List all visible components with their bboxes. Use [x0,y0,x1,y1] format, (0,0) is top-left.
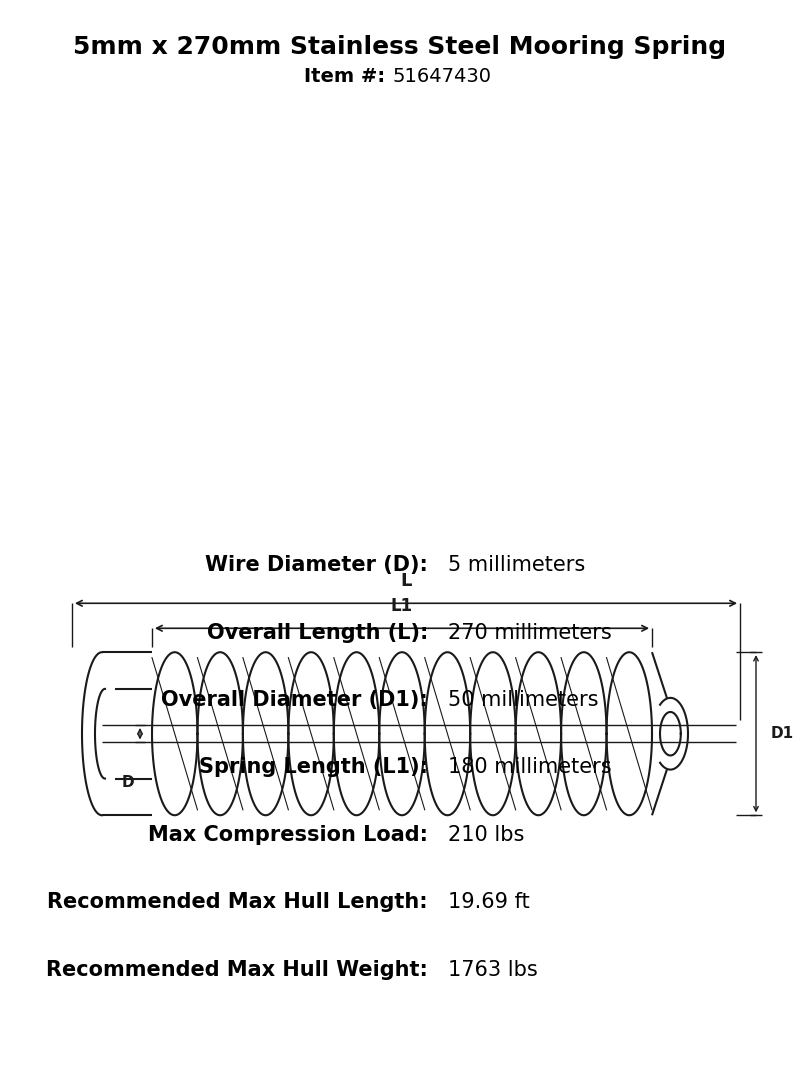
Text: D1: D1 [770,726,794,741]
Text: Recommended Max Hull Weight:: Recommended Max Hull Weight: [46,960,428,979]
Text: D: D [122,775,134,790]
Text: 180 millimeters: 180 millimeters [448,758,612,777]
Text: Max Compression Load:: Max Compression Load: [148,825,428,845]
Text: 1763 lbs: 1763 lbs [448,960,538,979]
Text: L: L [400,572,412,590]
Text: 19.69 ft: 19.69 ft [448,892,530,912]
Text: 210 lbs: 210 lbs [448,825,524,845]
Text: Spring Length (L1):: Spring Length (L1): [199,758,428,777]
Text: 5mm x 270mm Stainless Steel Mooring Spring: 5mm x 270mm Stainless Steel Mooring Spri… [74,35,726,59]
Text: 50 millimeters: 50 millimeters [448,690,598,710]
Text: L1: L1 [391,597,413,615]
Text: Item #:: Item #: [304,67,385,86]
Text: Overall Length (L):: Overall Length (L): [206,623,428,642]
Text: Overall Diameter (D1):: Overall Diameter (D1): [162,690,428,710]
Text: Wire Diameter (D):: Wire Diameter (D): [205,555,428,575]
Text: Recommended Max Hull Length:: Recommended Max Hull Length: [47,892,428,912]
Text: 51647430: 51647430 [392,67,491,86]
Text: 5 millimeters: 5 millimeters [448,555,586,575]
Text: 270 millimeters: 270 millimeters [448,623,612,642]
